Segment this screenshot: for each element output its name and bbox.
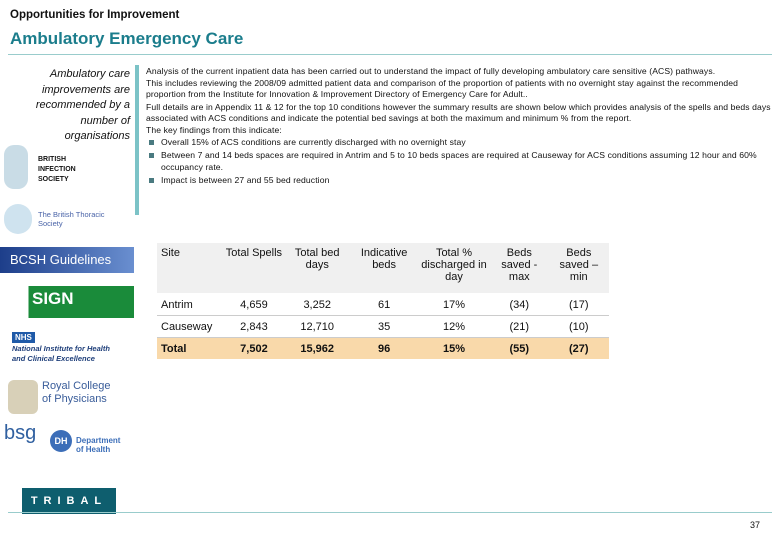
paragraph: Analysis of the current inpatient data h… (146, 66, 716, 76)
table-cell: (27) (548, 337, 609, 359)
table-cell: 12,710 (284, 315, 351, 338)
section-label: Opportunities for Improvement (10, 9, 180, 21)
table-cell: 35 (350, 315, 418, 338)
table-row: Total 7,502 15,962 96 15% (55) (27) (157, 337, 609, 359)
logo-text: Department of Health (76, 436, 121, 454)
logo-text: National Institute for Health and Clinic… (12, 344, 110, 363)
logo-text: Royal College of Physicians (42, 380, 111, 405)
bullet: Overall 15% of ACS conditions are curren… (146, 137, 772, 148)
table-cell: 15,962 (284, 337, 351, 359)
column-header: Total bed days (284, 243, 351, 294)
table-cell: Causeway (157, 315, 224, 338)
table-cell: 7,502 (223, 337, 285, 359)
table-row: Antrim 4,659 3,252 61 17% (34) (17) (157, 293, 609, 316)
table-cell: 96 (350, 337, 418, 359)
page-number: 37 (750, 520, 761, 530)
logo-text: bsg (4, 422, 37, 444)
accent-bar (135, 65, 139, 215)
table-cell: 4,659 (223, 293, 285, 316)
paragraph: This includes reviewing the 2008/09 admi… (146, 78, 738, 100)
logo-icon (4, 145, 28, 189)
logo-text: TRIBAL (22, 488, 116, 514)
table-cell: Antrim (157, 293, 224, 316)
logo-text: BCSH Guidelines (0, 247, 134, 273)
table-cell: 3,252 (284, 293, 351, 316)
table-cell: 61 (350, 293, 418, 316)
table-cell: 15% (417, 337, 491, 359)
table-cell: (17) (548, 293, 609, 316)
header-row: Site Total Spells Total bed days Indicative… (157, 243, 609, 294)
column-header: Total Spells (223, 243, 285, 294)
column-header: Total % discharged in day (417, 243, 491, 294)
table-cell: 17% (417, 293, 491, 316)
table-cell: (34) (490, 293, 549, 316)
sidebar-note: Ambulatory care improvements are recomme… (35, 68, 130, 142)
logo-text: DH (50, 430, 72, 452)
logo-text: BRITISH INFECTION SOCIETY (38, 156, 76, 183)
paragraph: Full details are in Appendix 11 & 12 for… (146, 101, 771, 123)
column-header: Indicative beds (350, 243, 418, 294)
logo-box (2, 286, 134, 318)
table-cell: (21) (490, 315, 549, 338)
column-header: Site (157, 243, 224, 294)
table-row: Causeway 2,843 12,710 35 12% (21) (10) (157, 315, 609, 338)
column-header: Beds saved – min (548, 243, 609, 294)
column-header: Beds saved - max (490, 243, 549, 294)
table-cell: Total (157, 337, 224, 359)
logo-text: SIGN (32, 289, 74, 308)
paragraph: The key findings from this indicate: (146, 125, 282, 136)
table-cell: (55) (490, 337, 549, 359)
rule (8, 512, 772, 513)
bullet: Impact is between 27 and 55 bed reductio… (146, 175, 772, 186)
rule (8, 54, 772, 55)
bullet-list: Overall 15% of ACS conditions are curren… (146, 137, 772, 186)
table-cell: 2,843 (223, 315, 285, 338)
bullet: Between 7 and 14 beds spaces are require… (146, 150, 772, 172)
body-text: Analysis of the current inpatient data h… (146, 66, 772, 188)
table-cell: 12% (417, 315, 491, 338)
title: Ambulatory Emergency Care (10, 29, 244, 48)
table-cell: (10) (548, 315, 609, 338)
logo-icon (8, 380, 38, 414)
logo-text: NHS (12, 332, 35, 343)
logo-text: The British Thoracic Society (38, 210, 105, 228)
summary-table: Site Total Spells Total bed days Indicative… (157, 243, 609, 359)
logo-icon (4, 204, 32, 234)
